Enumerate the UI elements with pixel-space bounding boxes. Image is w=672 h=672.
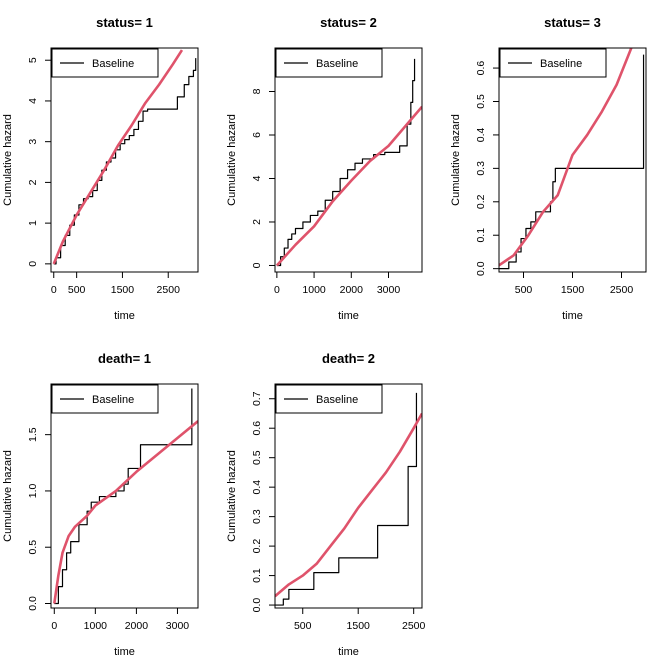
x-tick-label: 1500 xyxy=(561,284,585,296)
x-tick-label: 0 xyxy=(51,620,57,632)
fitted-hazard-line xyxy=(275,412,422,598)
x-tick-label: 500 xyxy=(68,284,86,296)
x-tick-label: 2500 xyxy=(402,620,426,632)
x-tick-label: 0 xyxy=(274,284,280,296)
panel-title: status= 3 xyxy=(544,15,601,30)
panel-3: status= 3 time Cumulative hazard 500 1500 250… xyxy=(450,15,647,322)
fitted-hazard-line xyxy=(52,49,184,265)
x-axis-label: time xyxy=(338,646,359,658)
x-tick-label: 1500 xyxy=(111,284,135,296)
x-tick-label: 2000 xyxy=(340,284,364,296)
y-tick-label: 2 xyxy=(251,219,263,225)
y-tick-label: 0.5 xyxy=(475,94,487,109)
x-tick-label: 2000 xyxy=(125,620,149,632)
plot-frame xyxy=(274,383,423,609)
y-tick-label: 3 xyxy=(27,139,39,145)
x-tick-label: 3000 xyxy=(377,284,401,296)
fitted-hazard-line xyxy=(499,48,633,267)
y-tick-label: 5 xyxy=(27,57,39,63)
y-axis-label: Cumulative hazard xyxy=(226,114,238,206)
y-tick-label: 0.4 xyxy=(475,127,487,142)
y-tick-label: 0.6 xyxy=(251,421,263,436)
y-tick-label: 0.3 xyxy=(475,161,487,176)
y-tick-label: 0.6 xyxy=(475,61,487,76)
y-tick-label: 0.5 xyxy=(27,540,39,555)
legend-entry: Baseline xyxy=(316,58,358,70)
panel-title: status= 2 xyxy=(320,15,377,30)
y-tick-label: 0.2 xyxy=(251,539,263,554)
plot-frame xyxy=(50,47,199,273)
y-tick-label: 0.2 xyxy=(475,194,487,209)
panel-title: death= 2 xyxy=(322,351,375,366)
plot-frame xyxy=(50,383,199,609)
y-axis-label: Cumulative hazard xyxy=(2,450,14,542)
legend-entry: Baseline xyxy=(92,394,134,406)
legend-entry: Baseline xyxy=(540,58,582,70)
y-tick-label: 0 xyxy=(251,262,263,268)
y-tick-label: 4 xyxy=(251,175,263,181)
y-tick-label: 0.1 xyxy=(251,568,263,583)
x-tick-label: 500 xyxy=(294,620,312,632)
baseline-step-line xyxy=(276,58,416,267)
y-tick-label: 4 xyxy=(27,98,39,104)
panel-4: death= 1 time Cumulative hazard 0 1000 2000 30… xyxy=(2,351,199,658)
y-tick-label: 1.0 xyxy=(27,483,39,498)
baseline-step-line xyxy=(499,54,645,270)
legend-box xyxy=(51,48,159,78)
x-axis-label: time xyxy=(338,310,359,322)
x-tick-label: 500 xyxy=(515,284,533,296)
y-tick-label: 0.5 xyxy=(251,450,263,465)
baseline-step-line xyxy=(53,58,197,265)
x-tick-label: 1000 xyxy=(302,284,326,296)
fitted-hazard-line xyxy=(275,105,422,267)
y-tick-label: 0.0 xyxy=(27,596,39,611)
x-axis-label: time xyxy=(562,310,583,322)
y-tick-label: 0.7 xyxy=(251,391,263,406)
plot-frame xyxy=(274,47,423,273)
x-tick-label: 1500 xyxy=(347,620,371,632)
x-tick-label: 0 xyxy=(51,284,57,296)
panel-2: status= 2 time Cumulative hazard 0 1000 2000 3… xyxy=(226,15,423,322)
x-axis-label: time xyxy=(114,310,135,322)
panel-5: death= 2 time Cumulative hazard 500 1500 2500… xyxy=(226,351,426,658)
y-tick-label: 0 xyxy=(27,261,39,267)
y-axis-label: Cumulative hazard xyxy=(450,114,462,206)
panel-title: death= 1 xyxy=(98,351,151,366)
baseline-step-line xyxy=(275,392,418,606)
y-axis-label: Cumulative hazard xyxy=(2,114,14,206)
x-tick-label: 2500 xyxy=(157,284,181,296)
y-tick-label: 8 xyxy=(251,88,263,94)
x-axis-label: time xyxy=(114,646,135,658)
y-axis-label: Cumulative hazard xyxy=(226,450,238,542)
x-tick-label: 1000 xyxy=(84,620,108,632)
baseline-step-line xyxy=(54,388,193,605)
x-tick-label: 2500 xyxy=(610,284,634,296)
legend-entry: Baseline xyxy=(92,58,134,70)
y-tick-label: 0.1 xyxy=(475,228,487,243)
y-tick-label: 0.0 xyxy=(251,598,263,613)
panel-title: status= 1 xyxy=(96,15,153,30)
y-tick-label: 1.5 xyxy=(27,427,39,442)
y-tick-label: 0.4 xyxy=(251,480,263,495)
y-tick-label: 1 xyxy=(27,220,39,226)
y-tick-label: 2 xyxy=(27,179,39,185)
legend-entry: Baseline xyxy=(316,394,358,406)
fitted-hazard-line xyxy=(52,420,198,604)
y-tick-label: 6 xyxy=(251,132,263,138)
y-tick-label: 0.3 xyxy=(251,509,263,524)
plot-frame xyxy=(498,47,647,273)
y-tick-label: 0.0 xyxy=(475,261,487,276)
x-tick-label: 3000 xyxy=(166,620,190,632)
